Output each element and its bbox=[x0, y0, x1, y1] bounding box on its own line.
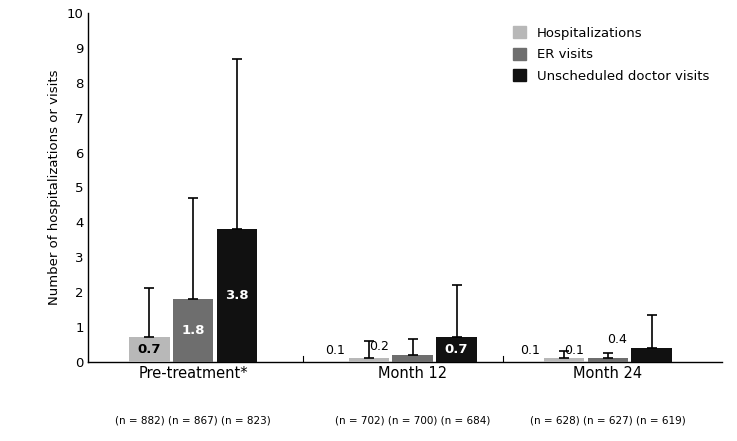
Text: 0.1: 0.1 bbox=[520, 344, 539, 357]
Y-axis label: Number of hospitalizations or visits: Number of hospitalizations or visits bbox=[48, 70, 61, 305]
Text: 3.8: 3.8 bbox=[226, 289, 249, 302]
Text: 0.4: 0.4 bbox=[607, 333, 627, 346]
Bar bbox=[544, 358, 584, 362]
Text: (n = 702) (n = 700) (n = 684): (n = 702) (n = 700) (n = 684) bbox=[335, 415, 490, 426]
Bar bbox=[632, 348, 671, 362]
Legend: Hospitalizations, ER visits, Unscheduled doctor visits: Hospitalizations, ER visits, Unscheduled… bbox=[506, 20, 716, 89]
Text: 0.7: 0.7 bbox=[445, 343, 468, 356]
Bar bbox=[129, 337, 170, 362]
Text: 0.1: 0.1 bbox=[325, 344, 345, 357]
Bar bbox=[587, 358, 628, 362]
Bar bbox=[349, 358, 389, 362]
Text: (n = 882) (n = 867) (n = 823): (n = 882) (n = 867) (n = 823) bbox=[116, 415, 271, 426]
Bar bbox=[173, 299, 214, 362]
Bar bbox=[217, 229, 257, 362]
Text: 0.2: 0.2 bbox=[368, 340, 388, 353]
Text: 0.7: 0.7 bbox=[138, 343, 161, 356]
Bar bbox=[393, 355, 433, 362]
Text: 0.1: 0.1 bbox=[564, 344, 584, 357]
Text: 1.8: 1.8 bbox=[181, 324, 205, 337]
Text: (n = 628) (n = 627) (n = 619): (n = 628) (n = 627) (n = 619) bbox=[530, 415, 685, 426]
Bar bbox=[436, 337, 477, 362]
